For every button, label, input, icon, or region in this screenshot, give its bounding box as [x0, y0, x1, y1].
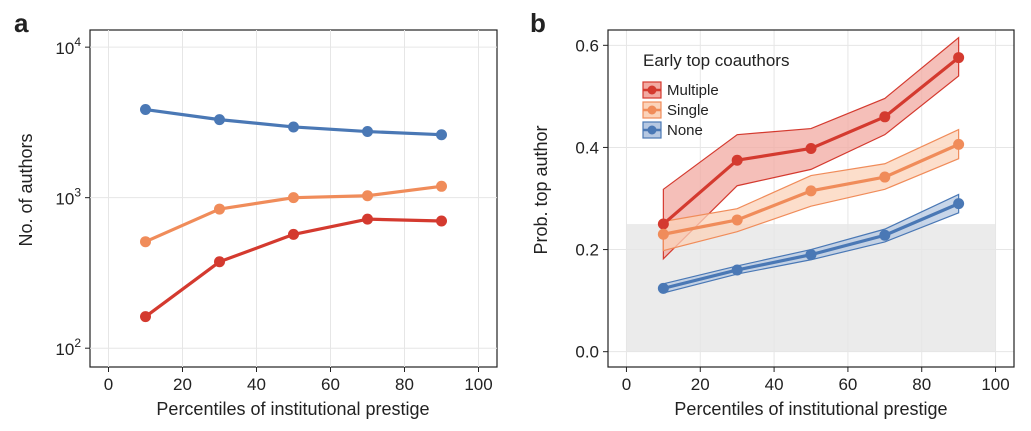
point-multiple [879, 111, 891, 123]
panel-b-legend: Early top coauthors Multiple Single None [642, 51, 789, 139]
panel-b-y-axis-label: Prob. top author [531, 125, 551, 254]
point-none [657, 282, 669, 294]
point-multiple [805, 142, 817, 154]
x-tick-label: 100 [464, 375, 492, 394]
legend-marker-single [647, 105, 657, 115]
y-tick-label: 102 [55, 336, 81, 359]
point-none [436, 129, 447, 141]
point-single [140, 236, 151, 248]
point-single [436, 180, 447, 192]
point-multiple [288, 228, 299, 240]
y-tick-label: 0.2 [575, 241, 599, 260]
point-single [288, 192, 299, 204]
x-tick-label: 20 [691, 375, 710, 394]
point-none [879, 229, 891, 241]
point-multiple [953, 52, 965, 64]
point-single [362, 190, 373, 202]
point-single [657, 228, 669, 240]
point-none [953, 198, 965, 210]
panel-a-x-axis-label: Percentiles of institutional prestige [156, 399, 429, 419]
x-tick-label: 60 [321, 375, 340, 394]
panel-b-letter: b [530, 8, 546, 38]
panel-a-ticks: 0 20 40 60 80 100 102 103 104 [55, 35, 492, 394]
point-multiple [657, 218, 669, 230]
point-multiple [214, 256, 225, 268]
x-tick-label: 0 [622, 375, 631, 394]
panel-b-frame [607, 29, 1015, 368]
y-tick-label: 0.6 [575, 36, 599, 55]
x-tick-label: 80 [912, 375, 931, 394]
x-tick-label: 40 [765, 375, 784, 394]
legend-label-none: None [667, 122, 703, 139]
panel-a-frame [89, 29, 498, 368]
panel-a-series [140, 104, 447, 323]
panel-b-shaded-region [626, 224, 996, 352]
point-single [879, 171, 891, 183]
point-none [731, 264, 743, 276]
panel-b-series [657, 36, 965, 294]
x-tick-label: 60 [838, 375, 857, 394]
y-tick-label: 0.0 [575, 343, 599, 362]
x-tick-label: 80 [395, 375, 414, 394]
legend-title: Early top coauthors [643, 51, 789, 70]
y-tick-label: 103 [55, 186, 81, 209]
panel-b: 0 20 40 60 80 100 0.0 0.2 0.4 0.6 Percentiles of … [531, 29, 1015, 419]
point-none [288, 121, 299, 133]
x-tick-label: 100 [981, 375, 1009, 394]
point-single [214, 203, 225, 215]
legend-label-single: Single [667, 102, 709, 119]
y-tick-label: 0.4 [575, 138, 599, 157]
panel-b-ticks: 0 20 40 60 80 100 0.0 0.2 0.4 0.6 [575, 36, 1009, 394]
point-none [140, 104, 151, 116]
x-tick-label: 20 [173, 375, 192, 394]
point-none [214, 114, 225, 126]
x-tick-label: 0 [104, 375, 113, 394]
point-multiple [140, 311, 151, 323]
legend-marker-none [647, 125, 657, 135]
panel-a-y-axis-label: No. of authors [16, 133, 36, 246]
point-none [805, 249, 817, 261]
point-none [362, 126, 373, 138]
legend-marker-multiple [647, 85, 657, 95]
point-multiple [362, 213, 373, 225]
legend-items: Multiple Single None [642, 81, 719, 139]
x-tick-label: 40 [247, 375, 266, 394]
point-single [953, 138, 965, 150]
legend-label-multiple: Multiple [667, 82, 719, 99]
panel-a: 0 20 40 60 80 100 102 103 104 Percentiles of ins… [16, 29, 498, 419]
point-single [805, 185, 817, 197]
y-tick-label: 104 [55, 35, 81, 58]
point-multiple [436, 215, 447, 227]
point-multiple [731, 154, 743, 166]
point-single [731, 214, 743, 226]
panel-a-letter: a [14, 8, 29, 38]
panel-b-x-axis-label: Percentiles of institutional prestige [674, 399, 947, 419]
